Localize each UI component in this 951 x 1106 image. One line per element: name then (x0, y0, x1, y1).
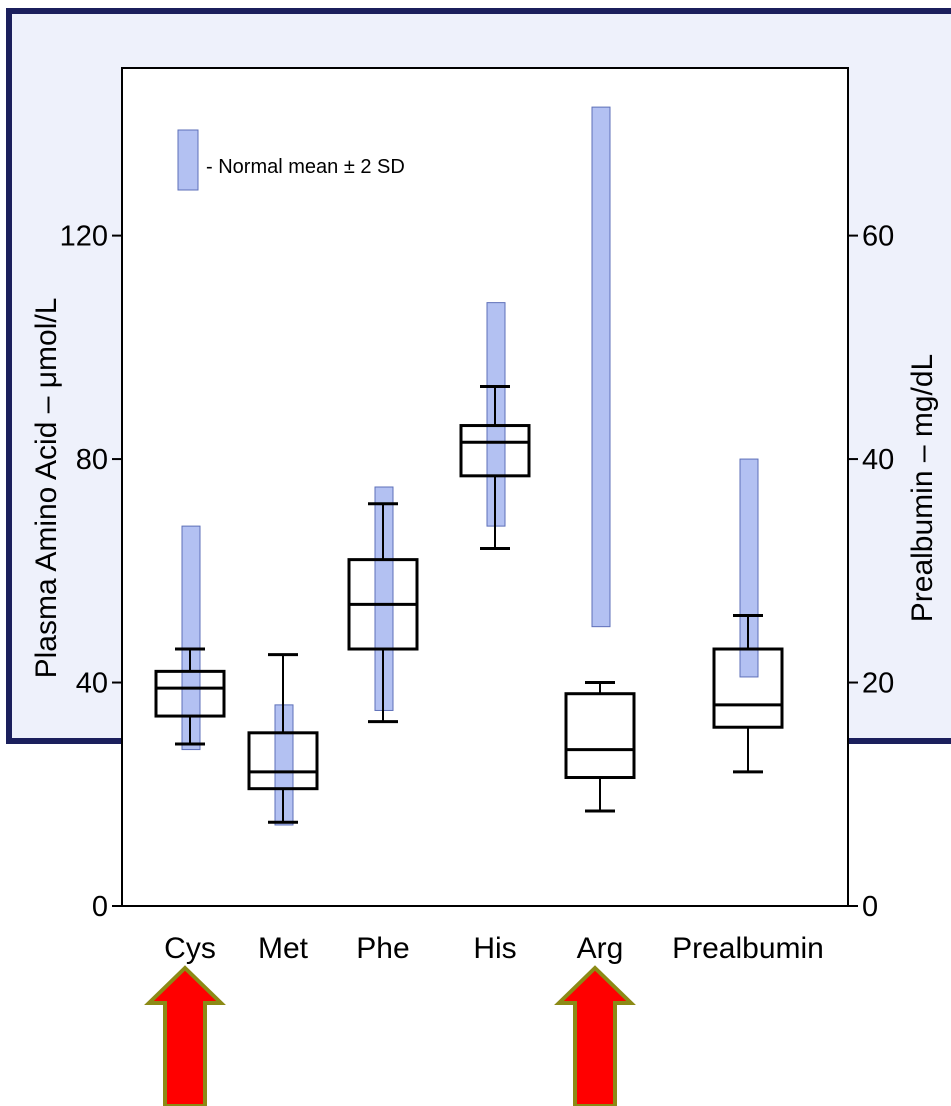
right-axis-ticks: 0 20 40 60 (848, 221, 894, 923)
normal-range-bars (181, 106, 759, 826)
category-label: Prealbumin (672, 932, 824, 965)
red-up-arrow (144, 965, 226, 1106)
left-axis-ticks: 0 40 80 120 (60, 221, 122, 923)
left-tick-label: 40 (76, 668, 108, 700)
right-tick-label: 0 (862, 891, 878, 923)
left-tick-label: 0 (92, 891, 108, 923)
legend-swatch (177, 129, 199, 191)
interquartile-box (459, 424, 531, 478)
right-tick-label: 20 (862, 668, 894, 700)
normal-range-bar (181, 525, 201, 751)
plot-area (121, 67, 849, 907)
normal-range-bar (739, 458, 759, 678)
legend-label: - Normal mean ± 2 SD (206, 156, 405, 178)
right-tick-label: 60 (862, 221, 894, 253)
category-label: His (473, 932, 516, 965)
interquartile-box (154, 669, 226, 718)
right-axis-title: Prealbumin – mg/dL (906, 354, 939, 622)
legend: - Normal mean ± 2 SD (177, 129, 405, 191)
left-axis-title: Plasma Amino Acid – μmol/L (30, 298, 63, 679)
box-plots (154, 384, 784, 824)
left-tick-label: 120 (60, 221, 108, 253)
interquartile-box (247, 731, 319, 791)
left-tick-label: 80 (76, 444, 108, 476)
category-label: Arg (577, 932, 624, 965)
red-up-arrow (554, 965, 636, 1106)
annotation-arrows (144, 965, 636, 1106)
category-label: Phe (356, 932, 409, 965)
category-labels: Cys Met Phe His Arg Prealbumin (164, 932, 824, 965)
interquartile-box (712, 647, 784, 729)
category-label: Met (258, 932, 309, 965)
right-tick-label: 40 (862, 444, 894, 476)
interquartile-box (564, 692, 636, 780)
normal-range-bar (591, 106, 611, 628)
category-label: Cys (164, 932, 216, 965)
